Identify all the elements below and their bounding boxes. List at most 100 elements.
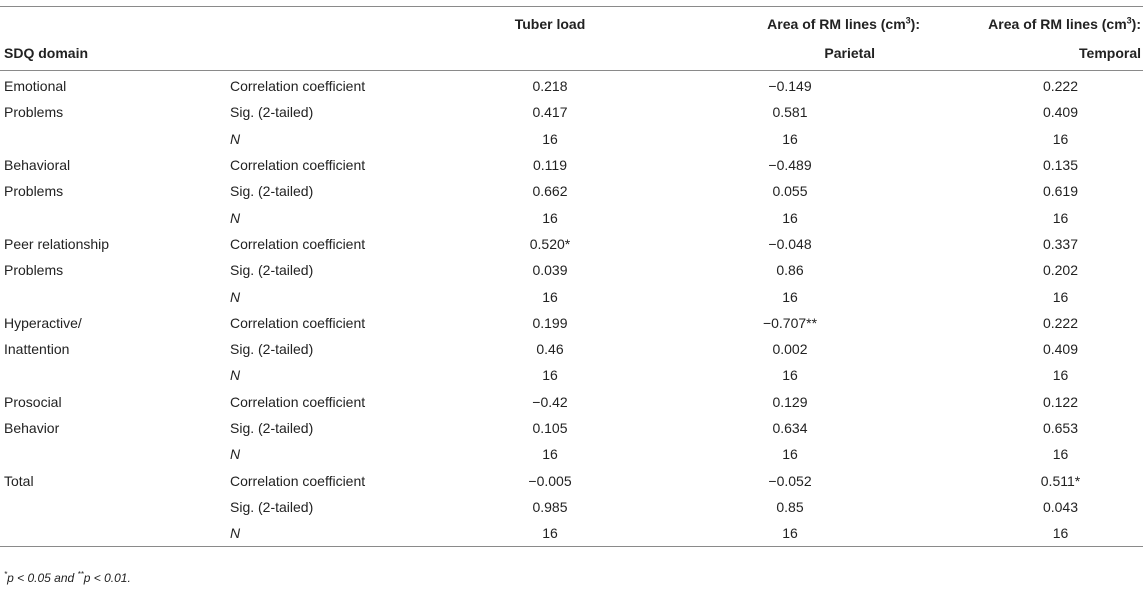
row-temporal-cell: 0.511* [1040, 472, 1081, 489]
row-domain-cell: Emotional [4, 78, 67, 95]
row-tuber-load-cell: 0.119 [533, 157, 567, 174]
row-temporal-cell: 0.202 [1042, 262, 1079, 279]
row-domain-cell [0, 441, 230, 467]
row-domain-cell: Total [4, 472, 34, 489]
correlation-table: Tuber load Area of RM lines (cm3): Area … [0, 7, 1143, 70]
row-temporal-cell: 0.222 [1042, 314, 1079, 331]
table-body: Emotional Correlation coefficient 0.218 −0.… [0, 71, 1143, 546]
table-top-rule [0, 6, 1143, 7]
row-tuber-load-cell: 16 [542, 446, 558, 463]
footnote-text-1: p < 0.05 and [7, 571, 78, 585]
table-row: Peer relationship Correlation coefficient… [0, 231, 1143, 257]
row-statistic-cell: Correlation coefficient [230, 314, 366, 331]
row-parietal-cell: 16 [782, 525, 798, 542]
row-temporal-cell: 16 [1052, 367, 1069, 384]
table-row: N 16 16 16 [0, 441, 1143, 467]
row-temporal-cell: 16 [1052, 209, 1069, 226]
row-tuber-load-cell: 16 [542, 288, 558, 305]
row-temporal-cell: 0.653 [1042, 420, 1079, 436]
row-tuber-load-cell: 0.199 [532, 314, 568, 331]
table-row: Problems Sig. (2-tailed) 0.662 0.055 0.619 [0, 178, 1143, 204]
row-tuber-load-cell: 16 [542, 209, 558, 226]
table-row: Prosocial Correlation coefficient −0.42 0.1… [0, 389, 1143, 415]
row-statistic-cell: N [230, 525, 241, 542]
row-domain-cell: Peer relationship [4, 235, 110, 252]
row-tuber-load-cell: −0.42 [532, 393, 568, 410]
row-domain-cell [0, 494, 230, 520]
row-tuber-load-cell: 0.46 [536, 341, 564, 358]
row-domain-cell: Prosocial [4, 393, 62, 410]
header-area-suffix: ): [910, 16, 920, 32]
table-bottom-rule [0, 546, 1143, 548]
header-area-prefix: Area of RM lines (cm [767, 16, 906, 32]
row-statistic-cell: Sig. (2-tailed) [230, 498, 314, 515]
table-row: Hyperactive/Correlation coefficient 0.199… [0, 310, 1143, 336]
row-parietal-cell: 0.002 [772, 341, 808, 358]
header-sdq-domain: SDQ domain [4, 44, 89, 61]
row-statistic-cell: Sig. (2-tailed) [230, 183, 314, 200]
row-parietal-cell: 0.055 [772, 183, 808, 200]
row-tuber-load-cell: 0.985 [532, 498, 568, 515]
header-area-prefix: Area of RM lines (cm [988, 16, 1127, 32]
header-tuber-load: Tuber load [514, 16, 586, 32]
row-statistic-cell: Correlation coefficient [230, 472, 366, 489]
row-tuber-load-cell: 0.218 [532, 78, 568, 95]
row-tuber-load-cell: 16 [542, 525, 558, 542]
row-parietal-cell: 16 [782, 209, 798, 226]
row-domain-cell: Behavioral [4, 157, 71, 174]
row-temporal-cell: 0.135 [1042, 157, 1079, 174]
header-area-suffix: ): [1131, 16, 1141, 32]
row-tuber-load-cell: 16 [542, 367, 558, 384]
row-parietal-cell: −0.149 [768, 78, 812, 95]
row-statistic-cell: Correlation coefficient [230, 157, 366, 174]
row-domain-cell [0, 126, 230, 152]
row-statistic-cell: N [230, 446, 241, 463]
row-domain-cell [0, 520, 230, 546]
row-domain-cell [0, 204, 230, 230]
row-parietal-cell: 16 [782, 367, 798, 384]
table-row: Sig. (2-tailed) 0.985 0.85 0.043 [0, 494, 1143, 520]
row-parietal-cell: 0.86 [776, 262, 804, 279]
row-temporal-cell: 0.222 [1042, 78, 1079, 95]
row-statistic-cell: N [230, 367, 241, 384]
table-row: Inattention Sig. (2-tailed) 0.46 0.002 0.409 [0, 336, 1143, 362]
table-row: N 16 16 16 [0, 520, 1143, 546]
row-domain-cell [0, 362, 230, 388]
row-statistic-cell: Correlation coefficient [230, 393, 366, 410]
row-parietal-cell: 0.129 [772, 393, 808, 410]
row-temporal-cell: 16 [1052, 446, 1069, 463]
row-domain-cell: Problems [4, 262, 64, 279]
correlation-table-body: Emotional Correlation coefficient 0.218 −0.… [0, 71, 1143, 546]
row-parietal-cell: −0.052 [768, 472, 812, 489]
correlation-table-container: Tuber load Area of RM lines (cm3): Area … [0, 6, 1143, 548]
row-domain-cell: Inattention [4, 341, 70, 358]
header-area-sup: 3 [1126, 15, 1132, 26]
row-statistic-cell: Correlation coefficient [230, 235, 366, 252]
table-row: N 16 16 16 [0, 204, 1143, 230]
table-row: N 16 16 16 [0, 126, 1143, 152]
row-parietal-cell: 0.634 [772, 420, 808, 436]
row-tuber-load-cell: 0.417 [532, 104, 568, 121]
table-row: Problems Sig. (2-tailed) 0.039 0.86 0.202 [0, 257, 1143, 283]
table-row: Emotional Correlation coefficient 0.218 −0.… [0, 71, 1143, 99]
header-temporal: Temporal [1079, 44, 1141, 61]
header-area-parietal-top: Area of RM lines (cm3): [650, 7, 930, 39]
table-row: N 16 16 16 [0, 283, 1143, 309]
row-tuber-load-cell: −0.005 [528, 472, 572, 489]
row-temporal-cell: 16 [1052, 525, 1069, 542]
row-temporal-cell: 0.043 [1042, 498, 1079, 515]
row-statistic-cell: Correlation coefficient [230, 78, 366, 95]
row-statistic-cell: Sig. (2-tailed) [230, 104, 314, 121]
row-tuber-load-cell: 0.662 [532, 183, 568, 200]
row-tuber-load-cell: 0.520* [529, 235, 571, 252]
row-domain-cell [0, 283, 230, 309]
table-row: Problems Sig. (2-tailed) 0.417 0.581 0.409 [0, 99, 1143, 125]
row-temporal-cell: 0.619 [1042, 183, 1079, 200]
row-domain-cell: Problems [4, 183, 64, 200]
table-row: Behavioral Correlation coefficient 0.119 −0… [0, 152, 1143, 178]
row-temporal-cell: 0.337 [1042, 235, 1079, 252]
row-parietal-cell: −0.489 [768, 157, 812, 174]
row-tuber-load-cell: 16 [542, 130, 558, 147]
row-temporal-cell: 16 [1052, 288, 1069, 305]
row-parietal-cell: 0.85 [776, 498, 804, 515]
